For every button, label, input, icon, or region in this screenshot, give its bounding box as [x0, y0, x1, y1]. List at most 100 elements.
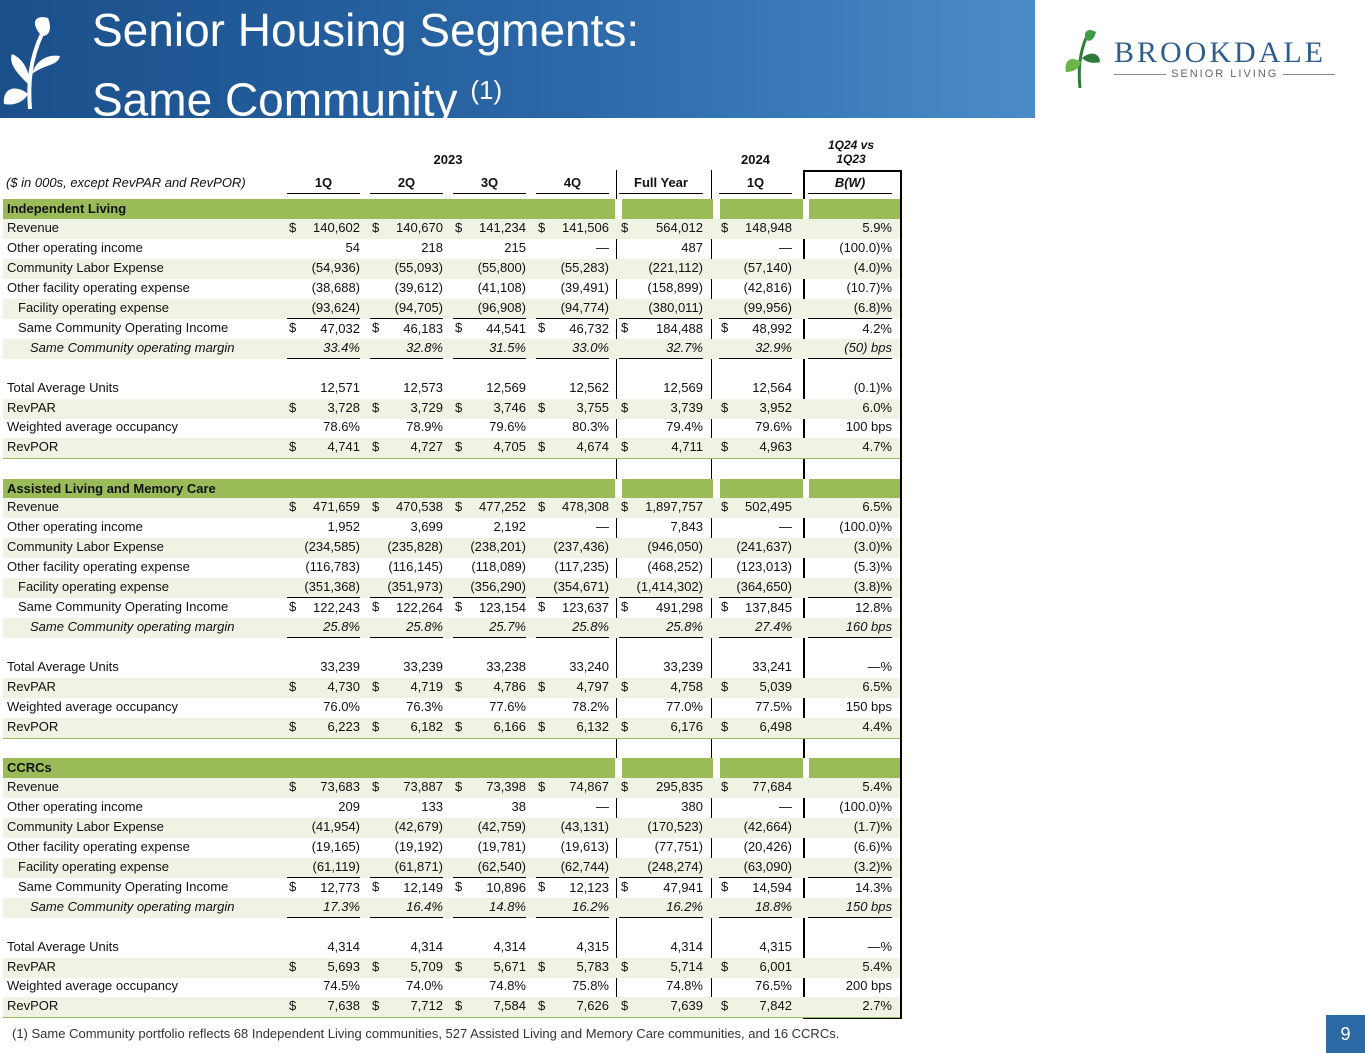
cell-value: —: [779, 798, 792, 814]
currency-sign: $: [455, 319, 463, 335]
cell-value: (241,637): [736, 539, 792, 555]
cell-value: 6.5%: [862, 499, 892, 515]
cell-value: (50) bps: [808, 338, 892, 359]
currency-sign: $: [538, 878, 546, 894]
row-label: RevPOR: [7, 439, 59, 455]
section-title-band: [3, 758, 900, 778]
cell-value: (55,283): [560, 259, 609, 275]
year-header: 2023: [433, 152, 463, 167]
cell-value: 79.6%: [755, 419, 792, 435]
row-label: Same Community Operating Income: [18, 319, 229, 335]
cell-value: 78.2%: [572, 698, 609, 714]
cell-value: (10.7)%: [846, 279, 892, 295]
cell-value: (62,540): [477, 858, 526, 874]
cell-value: (237,436): [553, 539, 609, 555]
cell-value: 4,674: [576, 439, 609, 455]
cell-value: 140,602: [313, 219, 360, 235]
currency-sign: $: [455, 499, 463, 515]
cell-value: 7,584: [493, 998, 526, 1014]
cell-value: (118,089): [471, 559, 526, 575]
currency-sign: $: [372, 499, 380, 515]
cell-value: 7,639: [670, 998, 703, 1014]
currency-sign: $: [289, 599, 297, 615]
cell-value: 32.7%: [619, 338, 703, 359]
cell-value: 12,569: [663, 379, 703, 395]
row-stripe: [3, 218, 900, 239]
section-title: Assisted Living and Memory Care: [7, 480, 216, 496]
cell-value: 502,495: [745, 499, 792, 515]
cell-value: (3.8)%: [853, 579, 892, 595]
cell-value: 33.4%: [287, 338, 360, 359]
year-header: 1Q24 vs 1Q23: [827, 138, 875, 166]
row-stripe: [3, 817, 900, 838]
cell-value: 7,626: [576, 998, 609, 1014]
currency-sign: $: [289, 958, 297, 974]
cell-value: (1,414,302): [636, 579, 704, 595]
cell-value: (235,828): [387, 539, 443, 555]
currency-sign: $: [538, 958, 546, 974]
cell-value: (116,783): [305, 559, 360, 575]
cell-value: 12,149: [370, 876, 443, 898]
row-stripe: [3, 857, 900, 878]
currency-sign: $: [455, 599, 463, 615]
currency-sign: $: [621, 958, 629, 974]
row-stripe: [3, 897, 900, 918]
currency-sign: $: [372, 998, 380, 1014]
cell-value: 122,243: [287, 597, 360, 618]
cell-value: 4,741: [327, 439, 360, 455]
cell-value: 54: [345, 239, 360, 255]
cell-value: 564,012: [656, 219, 703, 235]
cell-value: (39,612): [394, 279, 443, 295]
currency-sign: $: [455, 718, 463, 734]
cell-value: (19,613): [560, 838, 609, 854]
currency-sign: $: [372, 679, 380, 694]
cell-value: (42,759): [477, 818, 526, 834]
cell-value: 31.5%: [453, 338, 526, 359]
cell-value: 76.5%: [755, 978, 792, 994]
row-label: RevPOR: [7, 718, 59, 734]
cell-value: 4,314: [493, 938, 526, 954]
currency-sign: $: [538, 778, 546, 794]
currency-sign: $: [289, 998, 297, 1014]
currency-sign: $: [621, 998, 629, 1014]
row-label: Revenue: [7, 778, 60, 794]
cell-value: 33,239: [663, 659, 703, 675]
row-label: Weighted average occupancy: [7, 978, 179, 994]
currency-sign: $: [372, 718, 380, 734]
cell-value: 141,506: [562, 219, 609, 235]
cell-value: 73,398: [486, 778, 526, 794]
section-title-band: [3, 199, 900, 219]
cell-value: (364,650): [736, 579, 792, 595]
cell-value: 477,252: [479, 499, 526, 515]
cell-value: (4.0)%: [853, 259, 892, 275]
cell-value: (77,751): [654, 838, 703, 854]
cell-value: 4.7%: [862, 439, 892, 455]
cell-value: 4,719: [410, 679, 443, 694]
cell-value: 32.9%: [719, 338, 792, 359]
currency-sign: $: [289, 439, 297, 455]
cell-value: 77,684: [752, 778, 792, 794]
row-stripe: [3, 618, 900, 639]
cell-value: 78.9%: [406, 419, 443, 435]
cell-value: 74,867: [569, 778, 609, 794]
cell-value: (100.0)%: [839, 798, 892, 814]
cell-value: 184,488: [619, 317, 703, 339]
cell-value: —: [596, 239, 609, 255]
currency-sign: $: [455, 399, 463, 415]
cell-value: (238,201): [470, 539, 526, 555]
cell-value: 1,897,757: [645, 499, 703, 515]
cell-value: 44,541: [453, 317, 526, 339]
cell-value: (63,090): [743, 858, 792, 874]
cell-value: 5,671: [493, 958, 526, 974]
row-label: Other operating income: [7, 798, 143, 814]
row-label: Facility operating expense: [18, 858, 170, 874]
cell-value: 1,952: [327, 519, 360, 535]
currency-sign: $: [621, 319, 629, 335]
cell-value: —: [779, 519, 792, 535]
currency-sign: $: [289, 319, 297, 335]
cell-value: 32.8%: [370, 338, 443, 359]
cell-value: (100.0)%: [839, 239, 892, 255]
row-stripe: [3, 498, 900, 519]
cell-value: 46,732: [536, 317, 609, 339]
cell-value: (19,165): [311, 838, 360, 854]
